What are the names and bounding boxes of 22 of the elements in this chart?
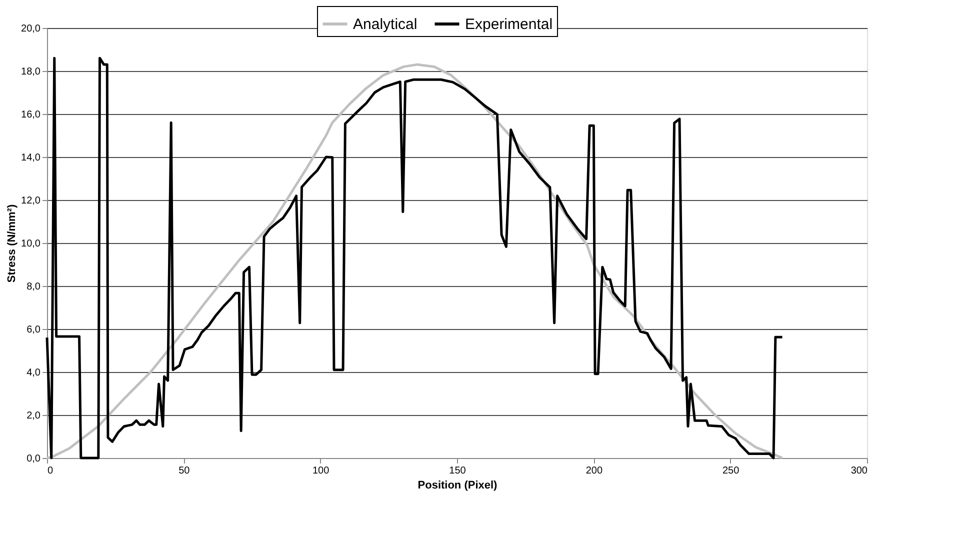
- x-tick-label: 100: [312, 466, 330, 476]
- y-tick-label: 12,0: [21, 196, 41, 206]
- legend-label: Experimental: [465, 16, 553, 33]
- x-axis-title: Position (Pixel): [418, 480, 498, 492]
- x-tick-label: 0: [48, 466, 54, 476]
- y-tick-label: 0,0: [26, 454, 41, 464]
- y-tick-label: 10,0: [21, 238, 41, 250]
- x-tick-label: 300: [850, 466, 868, 476]
- y-tick-label: 2,0: [26, 410, 41, 422]
- x-tick-label: 250: [722, 466, 740, 476]
- y-tick-label: 4,0: [26, 368, 41, 378]
- x-tick-label: 200: [586, 466, 603, 476]
- y-tick-label: 14,0: [21, 152, 41, 164]
- y-axis-title: Stress (N/mm²): [6, 204, 18, 283]
- y-tick-label: 6,0: [26, 324, 41, 336]
- y-tick-label: 8,0: [26, 282, 41, 292]
- y-tick-label: 18,0: [21, 66, 41, 78]
- y-tick-label: 20,0: [21, 24, 41, 34]
- x-tick-label: 50: [178, 466, 190, 476]
- legend-label: Analytical: [353, 16, 418, 33]
- x-tick-label: 150: [449, 466, 466, 476]
- y-tick-label: 16,0: [21, 110, 41, 120]
